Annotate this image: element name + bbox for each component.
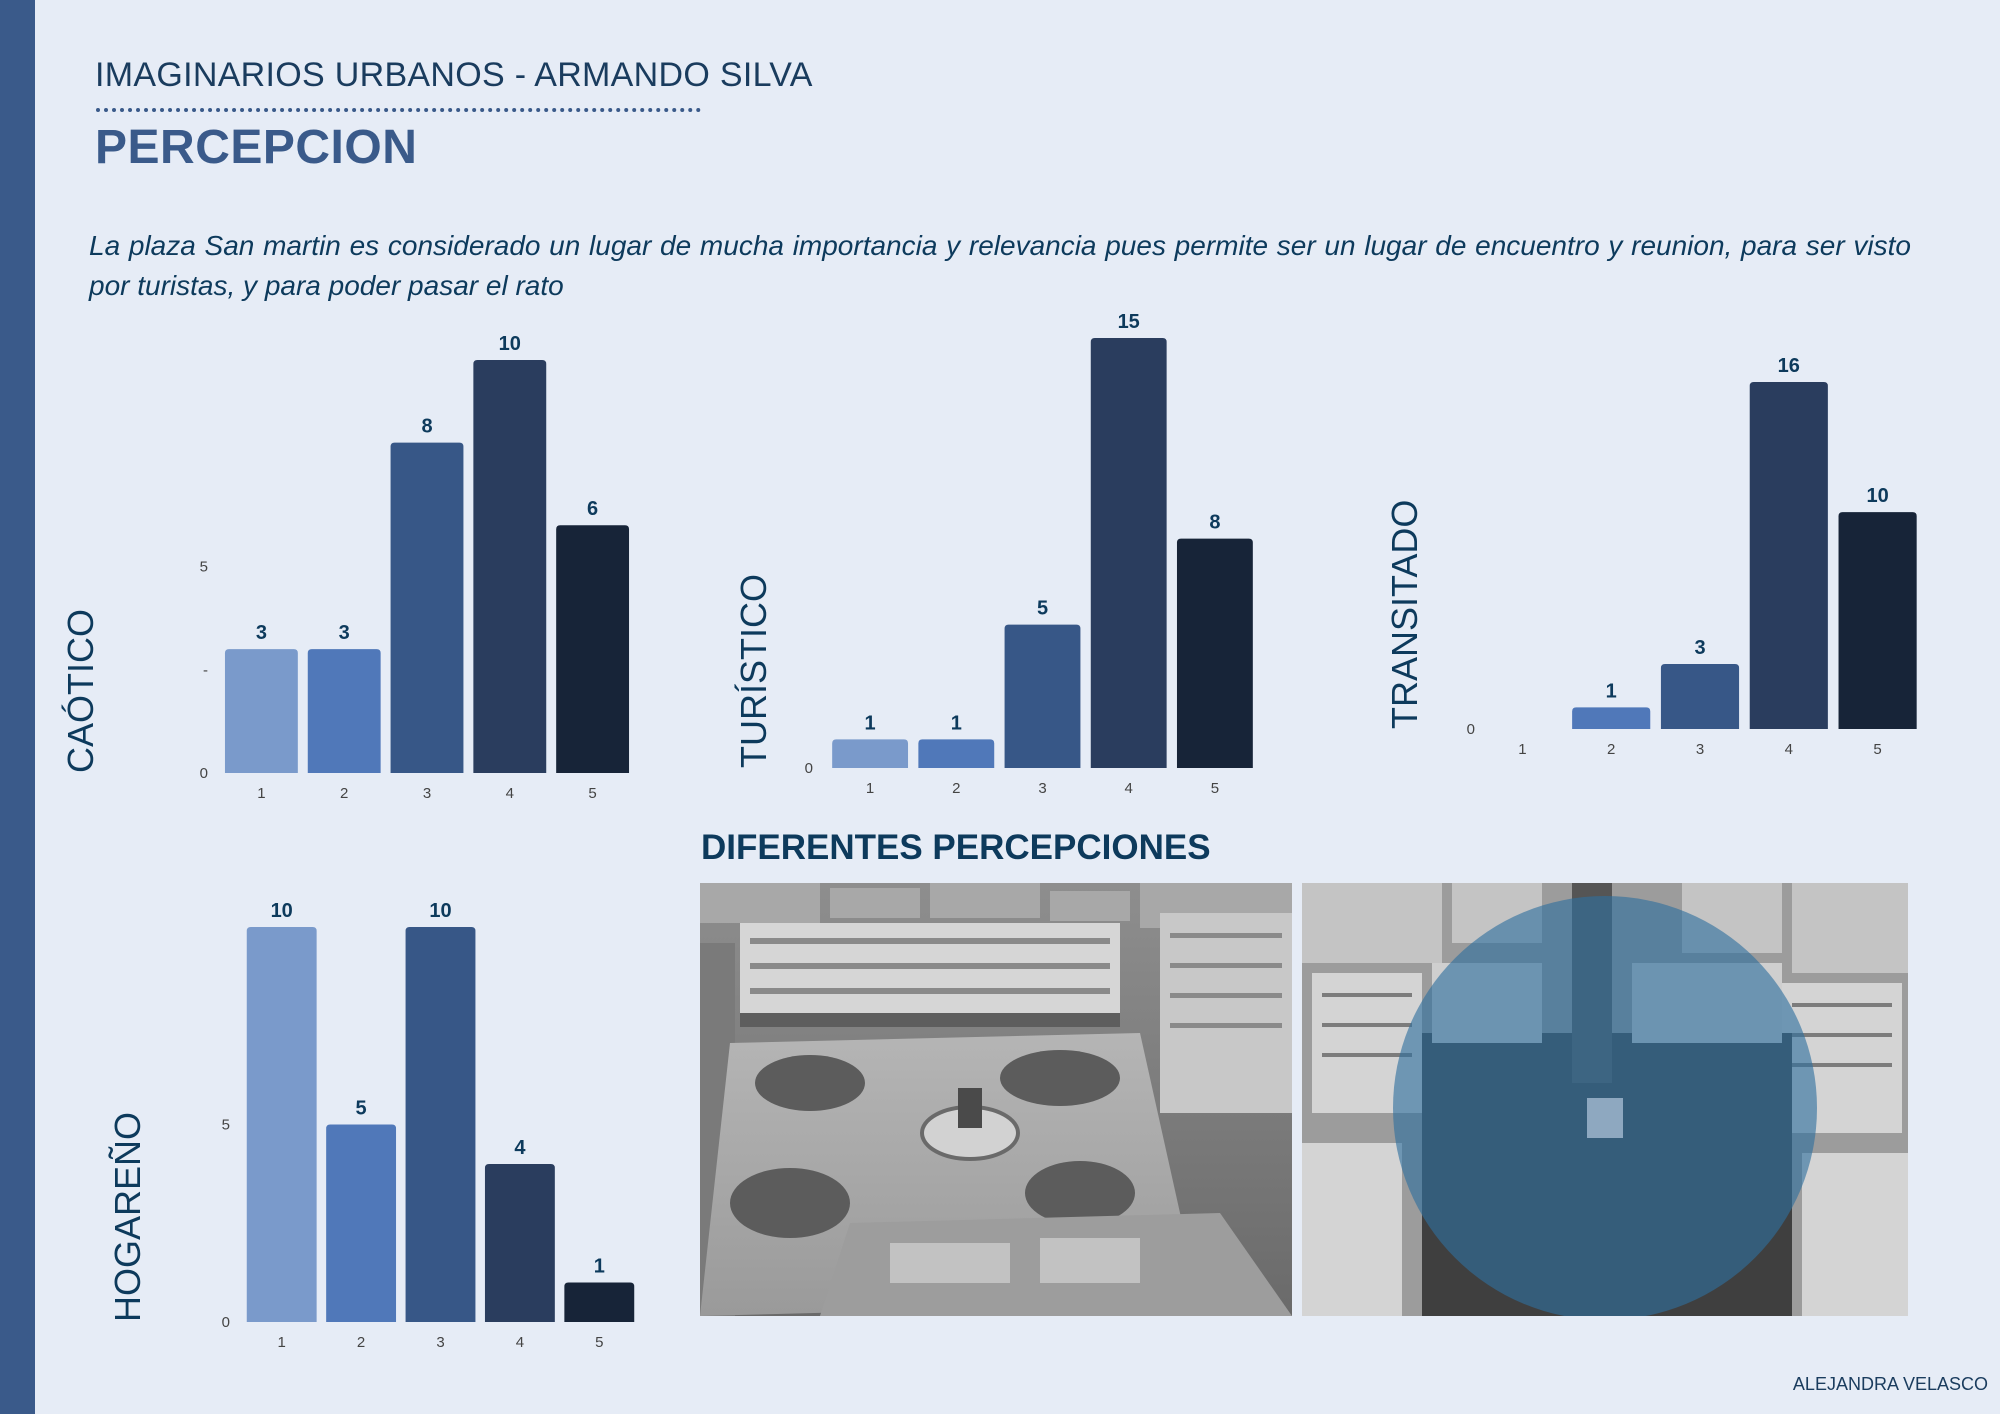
data-label: 10 [429, 900, 451, 922]
data-label: 8 [421, 416, 432, 438]
bar-3 [1004, 624, 1081, 768]
bar-2 [326, 1124, 397, 1322]
bar-4 [484, 1164, 555, 1322]
data-label: 6 [587, 498, 598, 520]
x-tick-label: 4 [506, 785, 514, 802]
plaza-aerial-photo-crowd [1302, 883, 1908, 1316]
data-label: 4 [514, 1137, 526, 1159]
x-tick-label: 1 [866, 780, 874, 797]
data-label: 3 [256, 622, 267, 644]
bar-2 [307, 649, 381, 773]
chart-label: HOGAREÑO [107, 1112, 148, 1322]
data-label: 3 [1694, 637, 1705, 659]
chart-label: TRANSITADO [1384, 500, 1425, 729]
chart-label: TURÍSTICO [733, 574, 774, 768]
bar-1 [832, 739, 909, 768]
data-label: 5 [356, 1098, 367, 1120]
bar-5 [556, 525, 630, 773]
bar-4 [1749, 382, 1828, 729]
bar-1 [224, 649, 298, 773]
data-label: 16 [1778, 355, 1800, 377]
bar-1 [246, 927, 317, 1322]
bar-5 [564, 1282, 635, 1322]
y-tick-label: 0 [1467, 721, 1475, 738]
x-tick-label: 1 [257, 785, 265, 802]
data-label: 1 [1606, 680, 1617, 702]
x-tick-label: 2 [1607, 741, 1615, 758]
bar-3 [1660, 663, 1740, 729]
bar-4 [1090, 338, 1167, 768]
bar-4 [473, 360, 547, 773]
x-tick-label: 2 [340, 785, 348, 802]
header-title: IMAGINARIOS URBANOS - ARMANDO SILVA [95, 56, 813, 94]
bar-5 [1176, 538, 1253, 768]
footer-author: ALEJANDRA VELASCO [1792, 1374, 1988, 1394]
data-label: 1 [594, 1256, 605, 1278]
y-tick-label: 0 [200, 765, 208, 782]
data-label: 10 [1866, 485, 1888, 507]
bar-2 [1572, 707, 1651, 729]
bar-5 [1838, 512, 1917, 729]
intro-text: La plaza San martin es considerado un lu… [89, 230, 1911, 301]
bar-2 [918, 739, 995, 768]
x-tick-label: 5 [588, 785, 596, 802]
x-tick-label: 5 [595, 1334, 603, 1351]
page-title: PERCEPCION [95, 121, 418, 174]
side-accent-bar [0, 0, 35, 1414]
x-tick-label: 3 [423, 785, 431, 802]
gallery-title: DIFERENTES PERCEPCIONES [701, 828, 1211, 867]
data-label: 10 [499, 333, 521, 355]
x-tick-label: 4 [516, 1334, 524, 1351]
x-tick-label: 3 [1696, 741, 1704, 758]
data-label: 15 [1118, 311, 1140, 333]
chart-label: CAÓTICO [60, 609, 101, 773]
bar-3 [405, 927, 476, 1322]
x-tick-label: 2 [357, 1334, 365, 1351]
x-tick-label: 3 [436, 1334, 444, 1351]
x-tick-label: 4 [1125, 780, 1133, 797]
data-label: 8 [1209, 512, 1220, 534]
data-label: 1 [865, 712, 876, 734]
y-tick-label: 0 [805, 760, 813, 777]
data-label: 10 [271, 900, 293, 922]
y-tick-label: 5 [222, 1117, 230, 1134]
data-label: 3 [339, 622, 350, 644]
x-tick-label: 2 [952, 780, 960, 797]
x-tick-label: 5 [1873, 741, 1881, 758]
y-tick-label: 0 [222, 1314, 230, 1331]
x-tick-label: 5 [1211, 780, 1219, 797]
y-tick-label: - [203, 662, 208, 679]
data-label: 1 [951, 712, 962, 734]
x-tick-label: 3 [1038, 780, 1046, 797]
x-tick-label: 1 [1518, 741, 1526, 758]
x-tick-label: 4 [1785, 741, 1793, 758]
plaza-aerial-photo-empty [700, 883, 1292, 1316]
bar-3 [390, 442, 464, 773]
header-dotted-rule [96, 108, 701, 112]
y-tick-label: 5 [200, 559, 208, 576]
x-tick-label: 1 [278, 1334, 286, 1351]
data-label: 5 [1037, 598, 1048, 620]
